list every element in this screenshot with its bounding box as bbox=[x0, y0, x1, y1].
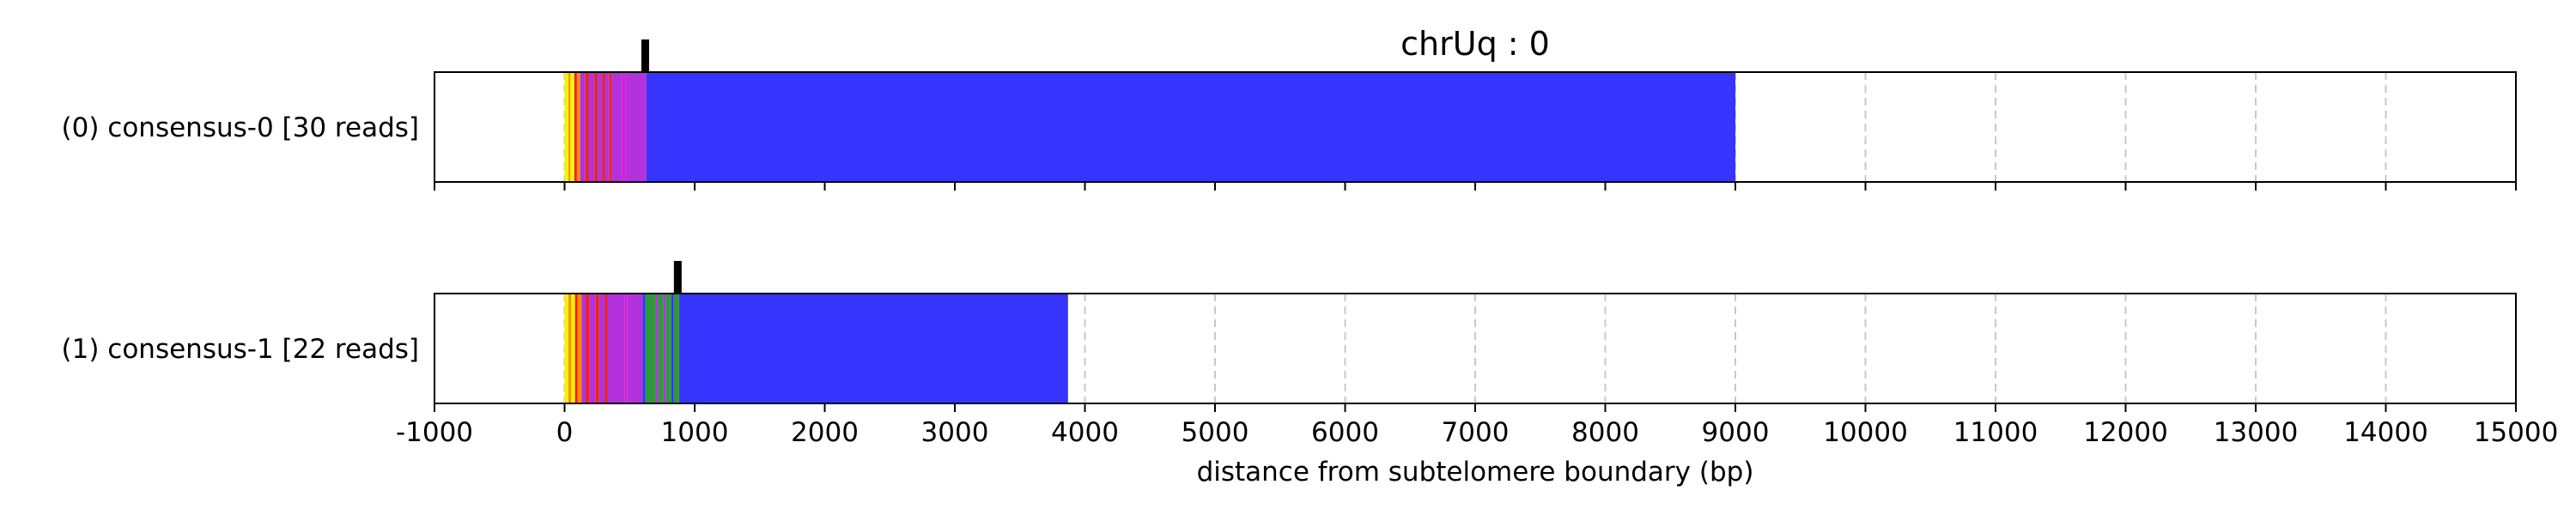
x-tick-label: 11000 bbox=[1953, 417, 2038, 448]
track-segment bbox=[594, 72, 598, 182]
x-tick-label: 7000 bbox=[1442, 417, 1510, 448]
track-segment bbox=[609, 72, 612, 182]
segments-layer bbox=[564, 72, 1735, 403]
track-segment bbox=[624, 294, 628, 403]
x-tick-label: 15000 bbox=[2474, 417, 2559, 448]
track-segment bbox=[588, 72, 595, 182]
track-segment bbox=[665, 294, 671, 403]
x-tick-label: 4000 bbox=[1051, 417, 1119, 448]
track-segment bbox=[642, 294, 646, 403]
track-segment bbox=[564, 294, 569, 403]
x-tick-label: 9000 bbox=[1702, 417, 1770, 448]
track-segment bbox=[605, 294, 608, 403]
chart-title: chrUq : 0 bbox=[1400, 25, 1550, 63]
track-segment bbox=[678, 294, 1068, 403]
track-segment bbox=[607, 294, 625, 403]
x-tick-label: 0 bbox=[556, 417, 574, 448]
track-segment bbox=[564, 72, 569, 182]
x-tick-label: 14000 bbox=[2343, 417, 2428, 448]
x-tick-label: 12000 bbox=[2083, 417, 2168, 448]
x-tick-label: 10000 bbox=[1823, 417, 1908, 448]
track-segment bbox=[602, 72, 605, 182]
labels-layer: (0) consensus-0 [30 reads] (1) consensus-… bbox=[62, 112, 419, 365]
track-segment bbox=[574, 294, 578, 403]
track-segment bbox=[577, 294, 582, 403]
track-label: (1) consensus-1 [22 reads] bbox=[62, 334, 419, 365]
x-axis-label: distance from subtelomere boundary (bp) bbox=[1197, 457, 1754, 488]
track-segment bbox=[568, 294, 572, 403]
x-tick-label: 6000 bbox=[1311, 417, 1379, 448]
track-segment bbox=[571, 294, 575, 403]
track-segment bbox=[646, 72, 1735, 182]
track-segment bbox=[673, 294, 679, 403]
track-segment bbox=[589, 294, 596, 403]
track-segment bbox=[585, 72, 589, 182]
track-segment bbox=[595, 294, 599, 403]
boundary-marker bbox=[641, 39, 649, 72]
track-segment bbox=[605, 72, 610, 182]
track-segment bbox=[586, 294, 590, 403]
track-segment bbox=[580, 72, 586, 182]
track-segment bbox=[570, 72, 574, 182]
track-segment bbox=[671, 294, 674, 403]
track-segment bbox=[611, 72, 623, 182]
track-segment bbox=[574, 72, 577, 182]
track-segment bbox=[658, 294, 664, 403]
track-segment bbox=[645, 294, 656, 403]
track-segment bbox=[576, 72, 580, 182]
track-segment bbox=[598, 294, 605, 403]
x-tick-label: -1000 bbox=[396, 417, 473, 448]
track-segment bbox=[625, 72, 647, 182]
track-label: (0) consensus-0 [30 reads] bbox=[62, 112, 419, 143]
track-segment bbox=[598, 72, 603, 182]
x-tick-label: 5000 bbox=[1182, 417, 1249, 448]
track-segment bbox=[627, 294, 643, 403]
x-tick-label: 8000 bbox=[1571, 417, 1639, 448]
x-tick-label: 13000 bbox=[2214, 417, 2299, 448]
x-tick-label: 2000 bbox=[791, 417, 859, 448]
track-segment bbox=[622, 72, 626, 182]
track-segment bbox=[581, 294, 586, 403]
track-segment bbox=[655, 294, 659, 403]
x-tick-label: 3000 bbox=[921, 417, 989, 448]
x-tick-label: 1000 bbox=[661, 417, 729, 448]
ticks-layer: -1000 0 1000 2000 3000 4000 5000 6000 7000 8000 90… bbox=[396, 182, 2558, 448]
track-segment bbox=[568, 72, 571, 182]
track-segment bbox=[663, 294, 666, 403]
boundary-marker bbox=[673, 261, 682, 294]
